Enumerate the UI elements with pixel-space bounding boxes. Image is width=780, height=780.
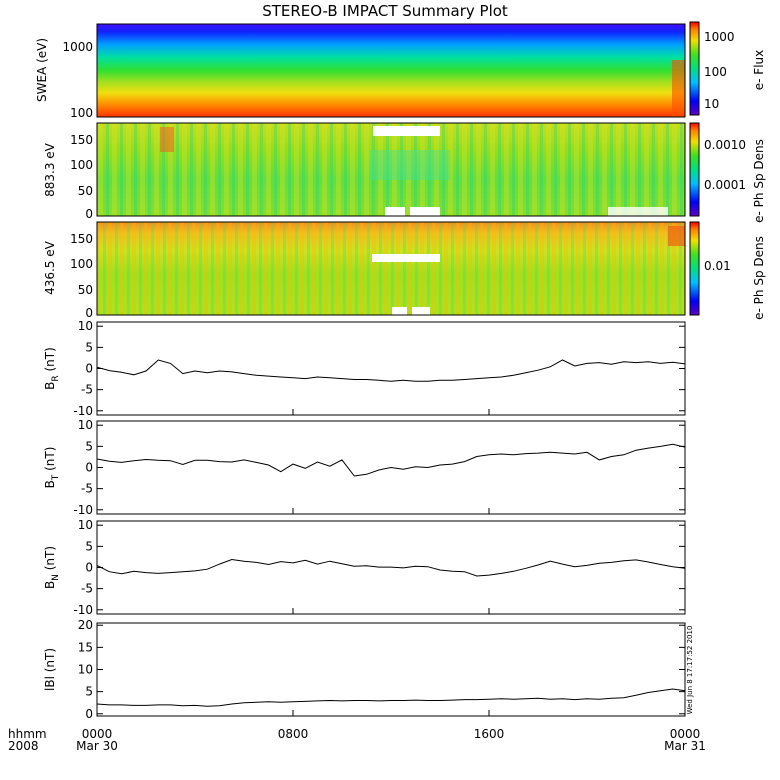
p883-gap-top [373,126,440,136]
bt-ytick-2: 0 [85,461,93,475]
panel-bmag: 20 15 10 5 0 lBl (nT) [43,618,686,721]
p883-ytick-0: 0 [85,207,93,221]
timestamp-label: Wed Jun 8 17:17:52 2010 [686,626,694,715]
p436-gap-top [372,254,440,262]
bmag-ytick-2: 10 [78,663,93,677]
bn-ytick-4: -10 [73,603,93,617]
p883-cbar-tick-00001: 0.0001 [704,178,746,192]
p883-cbar-tick-0010: 0.0010 [704,138,746,152]
p883-ytick-150: 150 [70,133,93,147]
xaxis-tick-0000: 0000 [82,727,113,741]
bt-series-line [96,443,686,477]
swea-ylabel: SWEA (eV) [35,38,49,102]
panel-883: 883.3 eV 150 100 50 0 0.0010 0.0001 e- P… [43,122,766,223]
p883-gap-bottom-2 [410,207,440,216]
p883-hotspot [160,127,174,152]
br-ylabel: BR (nT) [43,347,61,390]
p883-gap-bottom-1 [385,207,405,216]
p436-gap-bottom-1 [392,307,407,315]
p436-ytick-0: 0 [85,306,93,320]
panel-bn: 10 5 0 -5 -10 BN (nT) [43,518,686,617]
p436-cbar-label: e- Ph Sp Dens [752,236,766,320]
p436-colorbar [689,221,700,316]
p883-frame [96,122,686,217]
bn-ytick-1: 5 [85,539,93,553]
bt-ylabel: BT (nT) [43,447,61,489]
p883-colorbar [689,122,700,217]
p436-cbar-tick-001: 0.01 [704,259,731,273]
xaxis-date-mar30: Mar 30 [76,739,118,753]
swea-colorbar [689,21,700,116]
swea-right-edge [672,60,685,117]
br-ytick-1: 5 [85,340,93,354]
xaxis-date-mar31: Mar 31 [664,739,706,753]
xaxis-tick-0800: 0800 [278,727,309,741]
xaxis-left-row1: hhmm [8,727,47,741]
br-frame [96,321,686,416]
x-axis-labels: hhmm 2008 0000 0800 1600 0000 Mar 30 Mar… [8,727,706,753]
bt-ytick-1: 5 [85,439,93,453]
p883-mid-band [370,150,450,180]
p883-ytick-100: 100 [70,158,93,172]
swea-ytick-100: 100 [70,106,93,120]
xaxis-tick-1600: 1600 [474,727,505,741]
p883-gap-bottom-3 [608,207,668,216]
p883-ytick-50: 50 [78,184,93,198]
p436-frame [96,221,686,316]
swea-cbar-tick-10: 10 [704,97,719,111]
p883-texture [97,123,685,216]
p883-ylabel: 883.3 eV [43,142,57,197]
bn-series-line [96,558,686,577]
br-ytick-0: 10 [78,319,93,333]
br-ytick-2: 0 [85,362,93,376]
bmag-ytick-3: 5 [85,685,93,699]
p436-ytick-100: 100 [70,257,93,271]
panel-bt: 10 5 0 -5 -10 BT (nT) [43,418,686,517]
br-ytick-3: -5 [81,383,93,397]
p436-right-edge [668,226,685,246]
br-series-line [96,359,686,382]
bmag-series-line [96,688,686,707]
swea-frame [96,23,686,118]
panel-436: 436.5 eV 150 100 50 0 0.01 e- Ph Sp Dens [43,221,766,320]
br-ytick-4: -10 [73,404,93,418]
bn-ytick-0: 10 [78,518,93,532]
bmag-ytick-1: 15 [78,640,93,654]
p436-ytick-50: 50 [78,283,93,297]
swea-heatmap [97,24,685,117]
xaxis-left-row2: 2008 [8,739,39,753]
p436-texture [97,222,685,315]
swea-cbar-label: e- Flux [752,50,766,90]
panel-swea: SWEA (eV) 1000 100 1000 100 10 e- Flux [35,21,766,120]
bn-ytick-2: 0 [85,561,93,575]
bmag-ytick-0: 20 [78,618,93,632]
bmag-ytick-4: 0 [85,707,93,721]
bt-ytick-0: 10 [78,418,93,432]
bt-ytick-4: -10 [73,503,93,517]
swea-cbar-tick-1000: 1000 [704,30,735,44]
panel-br: 10 5 0 -5 -10 BR (nT) [43,319,686,418]
p436-ytick-150: 150 [70,232,93,246]
bn-ytick-3: -5 [81,582,93,596]
swea-cbar-tick-100: 100 [704,65,727,79]
bmag-ylabel: lBl (nT) [43,648,57,691]
bmag-frame [96,622,686,717]
bt-ytick-3: -5 [81,482,93,496]
xaxis-tick-0000-end: 0000 [670,727,701,741]
swea-ytick-1000: 1000 [62,40,93,54]
line-panels: 10 5 0 -5 -10 BR (nT) 10 5 0 -5 -10 BT (nT) 10 5 0 -5 -1… [43,319,686,721]
bn-ylabel: BN (nT) [43,546,61,589]
p436-ylabel: 436.5 eV [43,240,57,295]
p436-gap-bottom-2 [412,307,430,315]
p883-cbar-label: e- Ph Sp Dens [752,139,766,223]
plot-title: STEREO-B IMPACT Summary Plot [262,2,508,20]
